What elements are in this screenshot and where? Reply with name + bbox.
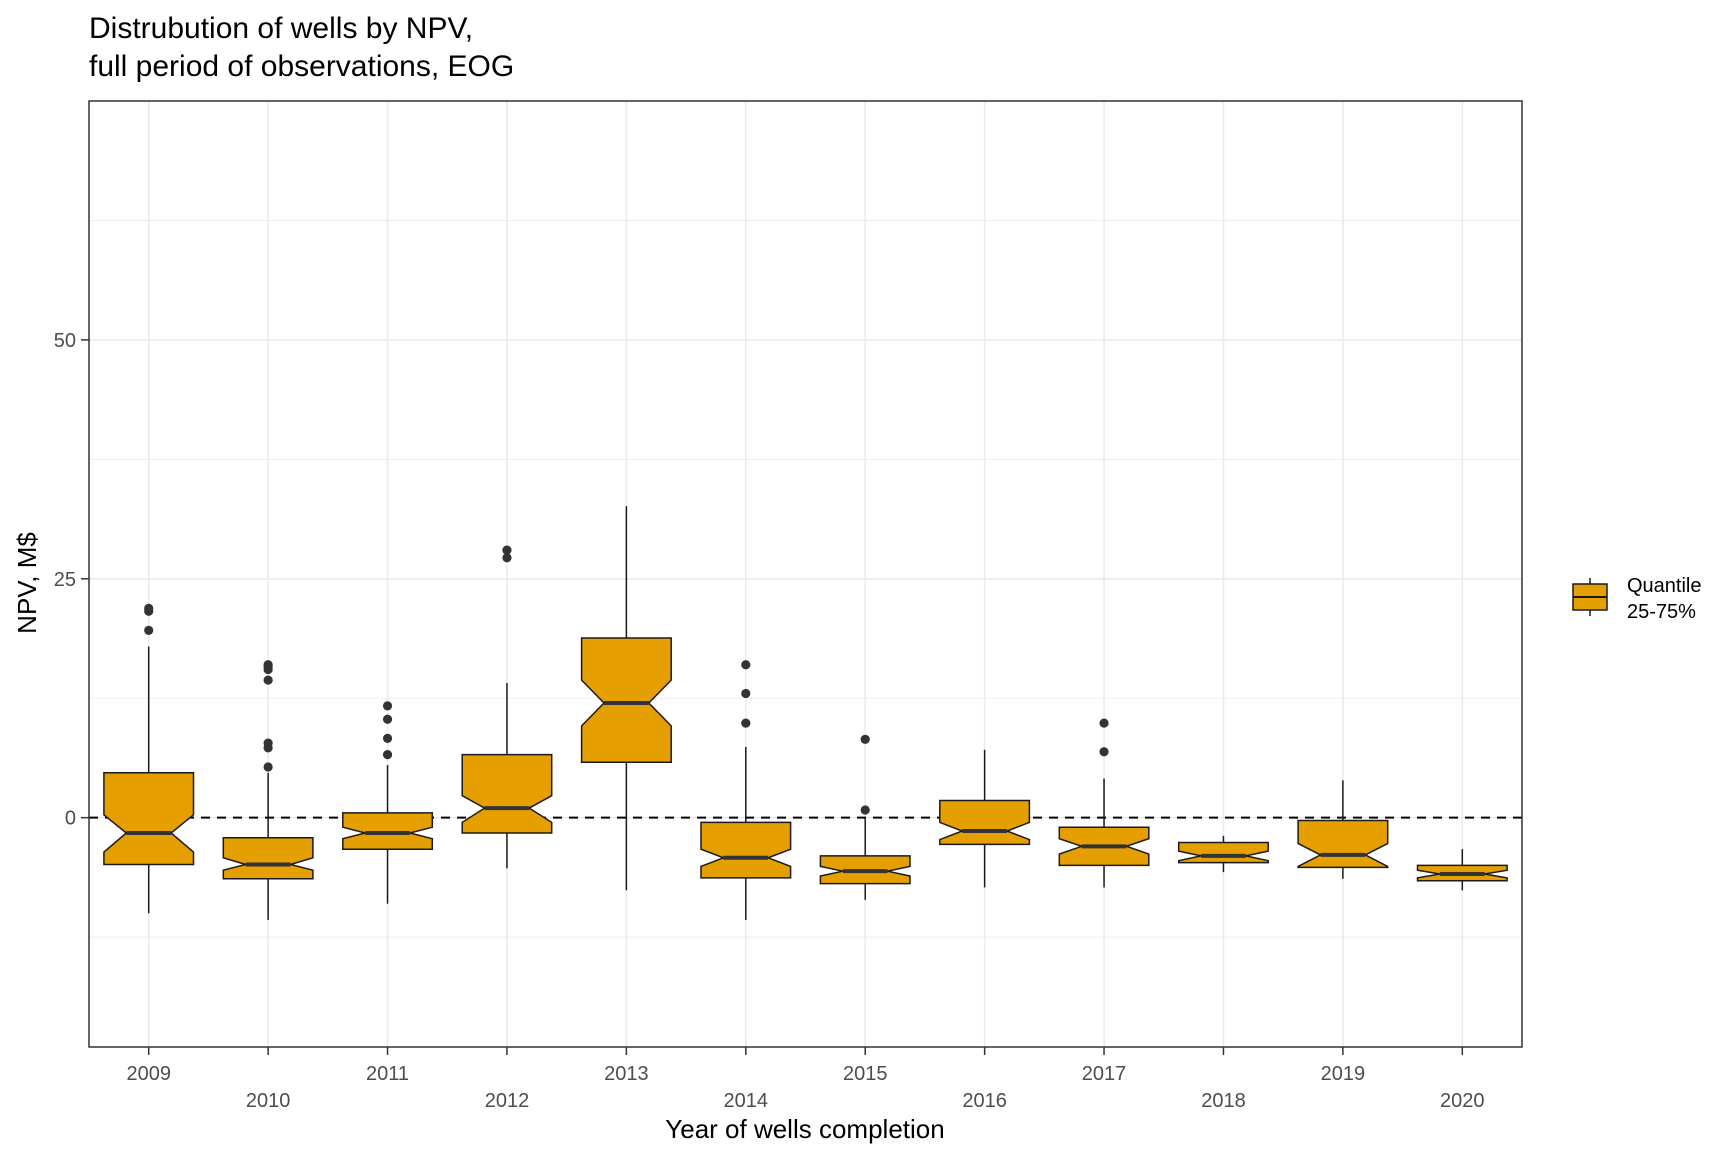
x-axis-title: Year of wells completion <box>665 1114 944 1144</box>
x-tick-label-2016: 2016 <box>962 1090 1007 1112</box>
x-tick-label-2018: 2018 <box>1201 1090 1246 1112</box>
box-plots <box>103 506 1508 920</box>
y-tick-label-25: 25 <box>54 569 76 591</box>
chart-title: Distrubution of wells by NPV, full perio… <box>89 12 514 83</box>
outlier-point-2017 <box>1099 747 1109 757</box>
box-2015 <box>819 734 911 900</box>
box-2010 <box>222 660 314 920</box>
outlier-point-2011 <box>382 701 393 711</box>
box-body-2016 <box>939 799 1031 846</box>
x-tick-label-2013: 2013 <box>604 1063 649 1085</box>
outlier-point-2011 <box>382 750 393 760</box>
x-axis: 2009 2010 2011 2012 2013 2014 2015 2016 2017 2018… <box>126 1047 1485 1112</box>
box-body-2013 <box>580 637 672 763</box>
outlier-point-2014 <box>741 718 751 728</box>
outlier-point-2015 <box>860 805 870 815</box>
x-tick-label-2019: 2019 <box>1321 1063 1366 1085</box>
outlier-point-2012 <box>502 545 512 555</box>
box-2020 <box>1416 849 1508 891</box>
x-tick-label-2014: 2014 <box>724 1090 769 1112</box>
outlier-point-2014 <box>741 688 751 699</box>
box-2014 <box>700 660 792 920</box>
plot-panel-border <box>88 100 1523 1048</box>
y-axis: 0 25 50 <box>54 330 89 830</box>
box-2018 <box>1177 835 1269 873</box>
box-body-2019 <box>1297 819 1389 869</box>
chart-title-line-1: Distrubution of wells by NPV, <box>89 12 473 45</box>
legend-label-line-1: Quantile <box>1627 575 1702 597</box>
box-2012 <box>461 545 553 869</box>
outlier-point-2011 <box>382 714 393 724</box>
outlier-point-2010 <box>263 762 273 772</box>
outlier-point-2011 <box>382 733 393 743</box>
box-2013 <box>580 506 672 891</box>
box-2011 <box>342 701 434 904</box>
outlier-point-2015 <box>860 734 870 744</box>
legend: Quantile 25-75% <box>1572 575 1702 623</box>
box-body-2010 <box>222 836 314 880</box>
x-tick-label-2017: 2017 <box>1082 1063 1127 1085</box>
y-tick-label-0: 0 <box>65 808 76 830</box>
box-2009 <box>103 603 195 914</box>
y-tick-label-50: 50 <box>54 330 76 352</box>
chart-title-line-2: full period of observations, EOG <box>89 50 514 83</box>
box-2019 <box>1297 780 1389 879</box>
x-tick-label-2020: 2020 <box>1440 1090 1485 1112</box>
box-body-2018 <box>1177 841 1269 864</box>
box-2017 <box>1058 718 1150 888</box>
x-tick-label-2010: 2010 <box>246 1090 291 1112</box>
box-body-2014 <box>700 821 792 879</box>
x-tick-label-2012: 2012 <box>485 1090 530 1112</box>
x-tick-label-2011: 2011 <box>366 1063 409 1085</box>
outlier-point-2012 <box>502 553 512 563</box>
box-body-2009 <box>103 772 195 866</box>
outlier-point-2010 <box>263 738 273 748</box>
legend-label-line-2: 25-75% <box>1627 601 1696 623</box>
y-axis-title: NPV, M$ <box>12 532 42 634</box>
outlier-point-2017 <box>1099 718 1109 728</box>
outlier-point-2010 <box>263 660 273 670</box>
grid-lines <box>89 100 1522 1047</box>
outlier-point-2014 <box>741 660 751 670</box>
outlier-point-2009 <box>144 625 154 635</box>
box-body-2012 <box>461 753 553 834</box>
x-tick-label-2015: 2015 <box>843 1063 888 1085</box>
outlier-point-2009 <box>144 603 154 614</box>
box-2016 <box>939 749 1031 888</box>
outlier-point-2010 <box>263 675 273 685</box>
x-tick-label-2009: 2009 <box>126 1063 171 1085</box>
